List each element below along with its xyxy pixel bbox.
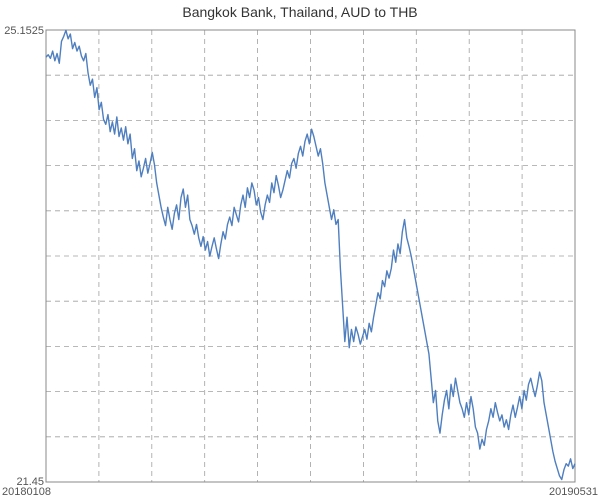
chart-title: Bangkok Bank, Thailand, AUD to THB (182, 4, 417, 20)
y-tick-max: 25.1525 (4, 25, 44, 37)
y-tick-min: 21.45 (16, 476, 44, 488)
plot-frame (45, 29, 576, 483)
x-tick-end: 20190531 (549, 486, 598, 498)
x-tick-start: 20180108 (2, 486, 51, 498)
series-line (45, 29, 576, 481)
grid-lines (46, 30, 575, 482)
